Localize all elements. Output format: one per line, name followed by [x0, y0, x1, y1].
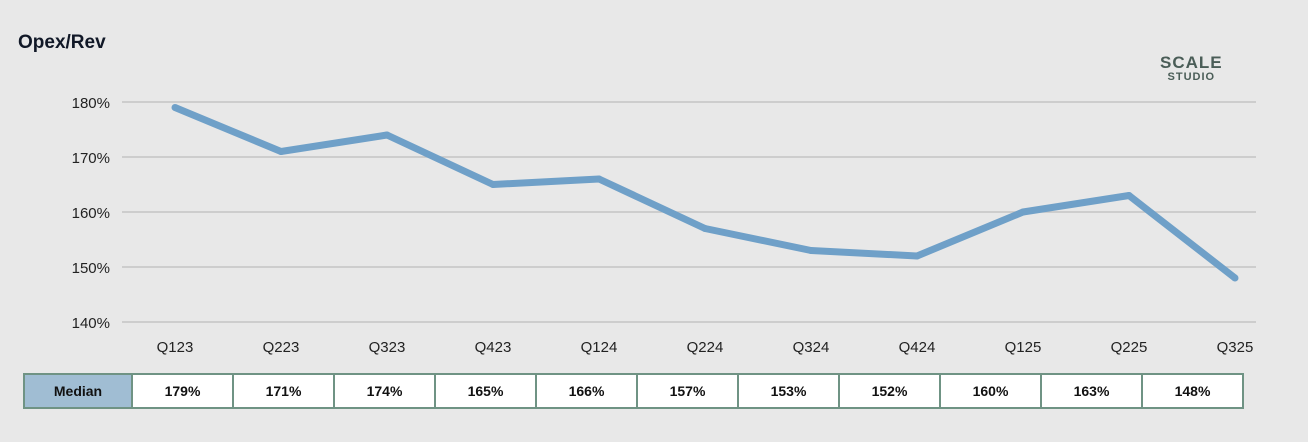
median-table: Median 179% 171% 174% 165% 166% 157% 153% 152% 1…: [23, 373, 1244, 409]
table-cell-q225: 163%: [1040, 373, 1143, 409]
data-point: [1019, 208, 1027, 216]
x-tick-label: Q224: [687, 339, 724, 356]
table-cell-q223: 171%: [232, 373, 335, 409]
data-point: [383, 131, 391, 139]
data-point: [913, 252, 921, 260]
data-point: [277, 148, 285, 155]
y-tick-label: 160%: [72, 205, 110, 222]
x-tick-label: Q125: [1005, 339, 1042, 356]
x-tick-label: Q325: [1217, 339, 1254, 356]
table-cell-q224: 157%: [636, 373, 739, 409]
data-point: [701, 225, 709, 232]
table-cell-q125: 160%: [939, 373, 1042, 409]
data-point: [1125, 192, 1133, 199]
x-tick-label: Q124: [581, 339, 618, 356]
table-cell-q325: 148%: [1141, 373, 1244, 409]
x-tick-label: Q225: [1111, 339, 1148, 356]
x-tick-label: Q424: [899, 339, 936, 356]
table-cell-q124: 166%: [535, 373, 638, 409]
x-tick-label: Q123: [157, 339, 194, 356]
table-cell-q323: 174%: [333, 373, 436, 409]
plot-area: 140% 150% 160% 170% 180% Q123 Q223 Q323 Q423 Q124…: [72, 95, 1256, 356]
x-tick-label: Q323: [369, 339, 406, 356]
y-tick-label: 180%: [72, 95, 110, 112]
data-point: [1231, 274, 1239, 282]
table-cell-q424: 152%: [838, 373, 941, 409]
data-point: [489, 181, 497, 188]
table-cell-q423: 165%: [434, 373, 537, 409]
logo-line1: SCALE: [1160, 53, 1223, 72]
median-line: [173, 104, 1238, 281]
chart-title: Opex/Rev: [18, 32, 106, 53]
data-point: [807, 247, 815, 254]
table-label: Median: [23, 373, 133, 409]
y-tick-label: 170%: [72, 150, 110, 167]
x-tick-label: Q423: [475, 339, 512, 356]
x-tick-label: Q324: [793, 339, 830, 356]
logo-line2: STUDIO: [1167, 71, 1216, 83]
x-tick-label: Q223: [263, 339, 300, 356]
data-point: [595, 175, 603, 183]
y-tick-label: 150%: [72, 260, 110, 277]
table-cell-q324: 153%: [737, 373, 840, 409]
scale-studio-logo: SCALE STUDIO: [1160, 54, 1223, 83]
y-tick-label: 140%: [72, 315, 110, 332]
table-cell-q123: 179%: [131, 373, 234, 409]
data-point: [171, 104, 179, 111]
